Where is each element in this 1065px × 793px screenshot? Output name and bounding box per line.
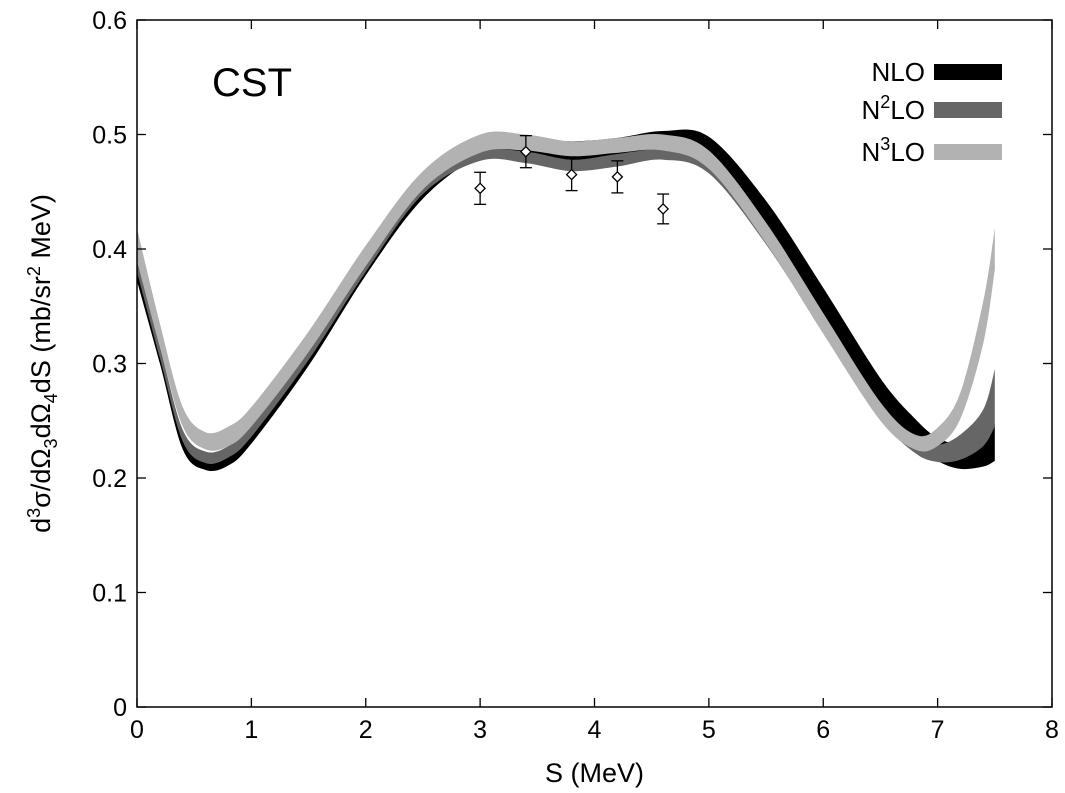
y-title-sup: 2 [24,266,44,276]
legend-swatch-n3lo [934,144,1002,160]
y-tick-label: 0.3 [92,351,127,379]
y-tick-label: 0.5 [92,122,127,150]
y-title-part: d [26,518,56,533]
x-tick-label: 1 [244,716,258,744]
band-n2lo [137,149,995,464]
legend-label-part: N [862,95,881,125]
legend-swatch-n2lo [934,102,1002,118]
data-point [657,193,670,225]
y-title-sub: 3 [41,438,61,448]
diamond-marker [565,168,578,181]
y-title-part: dΩ [26,403,56,438]
x-tick-label: 0 [130,716,144,744]
legend-label-part: N [862,137,881,167]
y-title-sub: 4 [41,393,61,403]
diamond-marker [474,182,487,195]
legend-label: NLO [872,57,925,87]
y-axis-title: d3σ/dΩ3dΩ4dS (mb/sr2 MeV) [24,194,61,533]
diamond-marker [519,145,532,158]
y-title-part: σ/dΩ [26,448,56,507]
y-tick-label: 0.1 [92,580,127,608]
legend-label: N2LO [862,92,925,125]
legend-label-part: LO [890,95,925,125]
panel-label: CST [212,61,292,105]
legend-label-sup: 2 [880,92,890,112]
legend-label-part: LO [890,137,925,167]
bands-group [137,129,995,472]
legend-label: N3LO [862,134,925,167]
x-tick-label: 7 [931,716,945,744]
x-tick-label: 4 [588,716,602,744]
x-axis-title: S (MeV) [545,758,644,788]
legend-swatch-nlo [934,64,1002,80]
diamond-marker [611,170,624,183]
y-tick-label: 0.4 [92,236,127,264]
y-tick-label: 0.6 [92,7,127,35]
x-tick-label: 5 [702,716,716,744]
legend-label-part: NLO [872,57,925,87]
data-points-group [474,134,670,225]
y-title-part: dS (mb/sr [26,276,56,393]
y-tick-label: 0 [113,694,127,722]
data-point [565,157,578,192]
y-title-sup: 3 [24,508,44,518]
x-tick-label: 2 [359,716,373,744]
ticks-group: 0 1 2 3 4 5 6 7 8 0 0.1 0.2 0.3 0.4 0.5 0.6 [92,7,1059,744]
diamond-marker [657,203,670,215]
band-nlo [137,129,995,472]
x-tick-label: 3 [473,716,487,744]
y-title-part: MeV) [26,194,56,266]
x-tick-label: 6 [816,716,830,744]
data-point [611,160,624,194]
x-tick-label: 8 [1045,716,1059,744]
y-tick-label: 0.2 [92,465,127,493]
data-point [519,134,532,169]
band-n3lo [137,131,995,452]
data-point [474,171,487,205]
legend-label-sup: 3 [880,134,890,154]
